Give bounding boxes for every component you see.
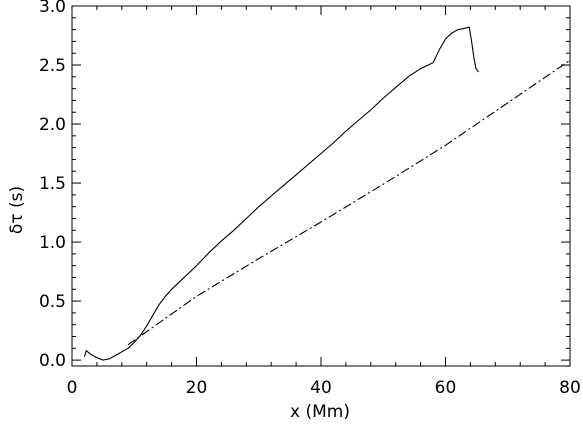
plot-frame [71,5,571,367]
y-axis: 0.0 0.5 1.0 1.5 2.0 2.5 3.0 [39,0,570,371]
y-tick-label: 0.0 [39,351,66,371]
y-axis-label: δτ (s) [7,186,27,234]
y-tick-label: 3.0 [39,0,66,17]
y-tick-label: 1.0 [39,233,66,253]
y-tick-label: 0.5 [39,292,66,312]
x-tick-label: 0 [67,378,78,398]
x-tick-label: 60 [435,378,457,398]
x-tick-label: 40 [310,378,332,398]
y-tick-label: 1.5 [39,174,66,194]
y-tick-label: 2.0 [39,115,66,135]
series-group [83,26,571,361]
series-dashdot-line [127,59,571,346]
x-tick-label: 20 [186,378,208,398]
x-tick-label: 80 [559,378,581,398]
x-axis-label: x (Mm) [290,402,350,422]
y-tick-label: 2.5 [39,56,66,76]
plot-area [71,5,571,367]
x-axis: 0 20 40 60 80 [67,6,581,398]
series-solid-line [83,26,479,361]
